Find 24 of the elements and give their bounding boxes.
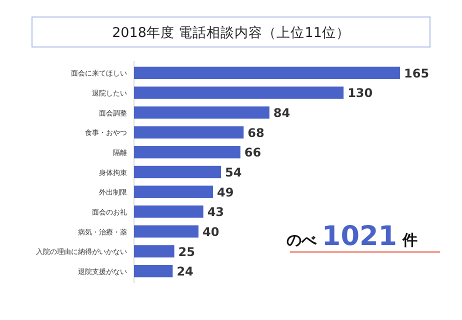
bar <box>134 86 344 99</box>
bar <box>134 186 213 198</box>
data-label: 43 <box>207 205 224 220</box>
bar <box>134 146 240 158</box>
bar <box>134 106 270 119</box>
bar <box>134 245 174 258</box>
data-label: 24 <box>176 264 194 279</box>
bar <box>134 264 173 278</box>
bar <box>134 225 198 238</box>
data-label: 66 <box>244 146 262 160</box>
bar <box>134 166 222 178</box>
data-label: 49 <box>216 185 234 200</box>
data-label: 40 <box>202 224 220 239</box>
data-label: 25 <box>178 244 196 259</box>
bar <box>134 205 204 218</box>
data-label: 54 <box>225 166 242 180</box>
bar <box>134 66 400 80</box>
data-label: 68 <box>248 126 264 140</box>
annotation: のべ 1021 件 <box>286 221 418 252</box>
chart-title: 2018年度 電話相談内容（上位11位） <box>112 25 350 41</box>
bar <box>134 126 244 139</box>
data-label: 84 <box>273 106 290 120</box>
data-label: 165 <box>404 66 430 80</box>
data-label: 130 <box>348 86 373 100</box>
